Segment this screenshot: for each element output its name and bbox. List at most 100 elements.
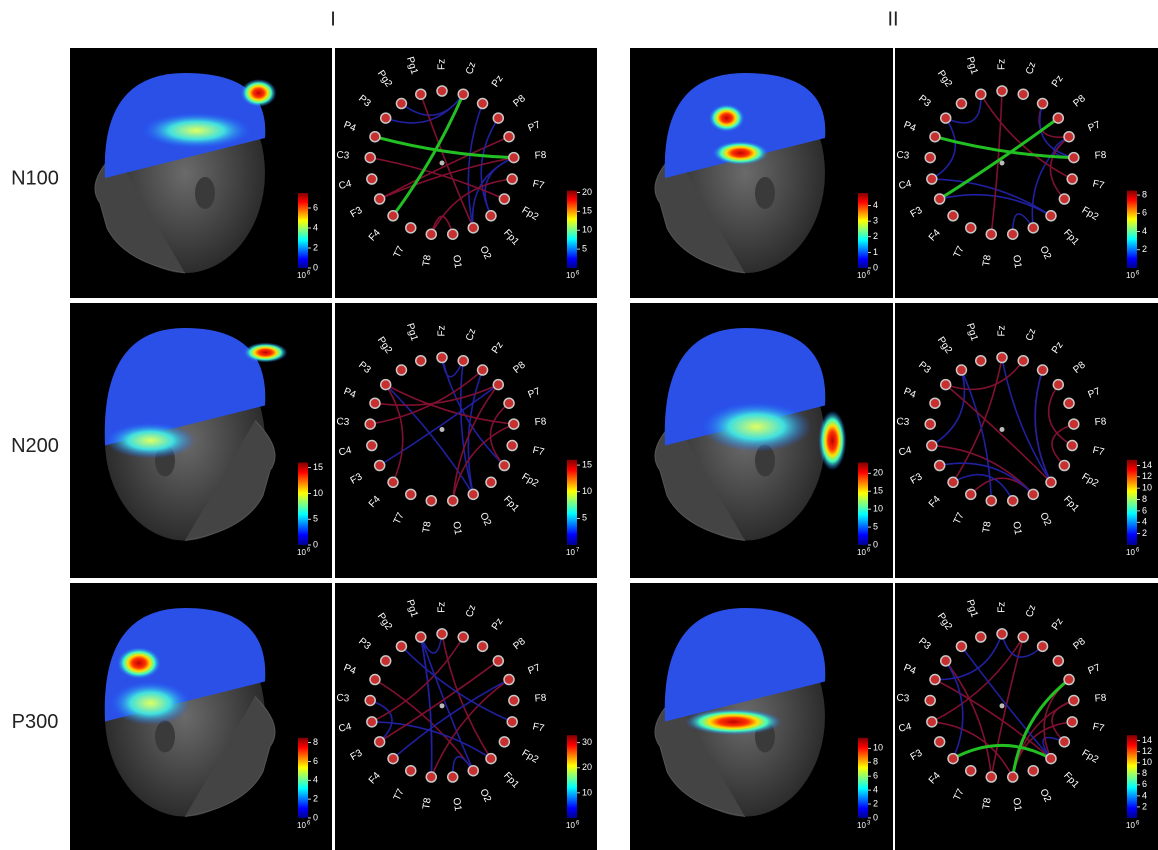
colorbar [567,191,577,269]
column-header: II [887,8,898,30]
electrode-node [448,229,458,239]
electrode-node [406,766,416,776]
colorbar-tick-label: 2 [1142,244,1147,254]
colorbar-tick-label: 8 [313,737,318,747]
electrode-label: F8 [1094,150,1107,162]
electrode-node [1018,632,1028,642]
electrode-node [1046,211,1056,221]
colorbar-tick-label: 2 [873,231,878,241]
scalp-blob [709,104,745,132]
colorbar-tick-label: 5 [582,513,587,523]
colorbar-tick-label: 10 [582,225,592,235]
colorbar-tick-label: 15 [313,462,323,472]
colorbar-tick-label: 0 [873,539,878,549]
ear [155,721,175,753]
electrode-node [925,695,935,705]
colorbar-tick-label: 10 [582,787,592,797]
electrode-node [927,717,937,727]
electrode-node [1064,675,1074,685]
colorbar-tick-label: 4 [1142,517,1147,527]
colorbar-tick-label: 6 [313,756,318,766]
electrode-node [1028,223,1038,233]
colorbar-tick-label: 2 [313,242,318,252]
electrode-node [1069,153,1079,163]
electrode-node [478,365,488,375]
electrode-node [1069,419,1079,429]
electrode-node [948,754,958,764]
electrode-node [448,496,458,506]
electrode-node [976,89,986,99]
colorbar-tick-label: 4 [1142,226,1147,236]
electrode-node [1064,398,1074,408]
electrode-label: O1 [1010,254,1023,269]
electrode-node [468,489,478,499]
electrode-node [426,496,436,506]
electrode-node [930,132,940,142]
electrode-label: C3 [896,693,910,705]
colorbar-tick-label: 6 [873,771,878,781]
colorbar [858,738,868,818]
colorbar-scale-base: 10 [1126,548,1135,557]
colorbar-tick-label: 6 [1142,208,1147,218]
scalp-blob [106,423,196,459]
electrode-node [416,89,426,99]
electrode-node [458,632,468,642]
colorbar-tick-label: 5 [313,514,318,524]
row-label: P300 [12,711,59,733]
electrode-node [375,461,385,471]
colorbar-tick-label: 0 [873,262,878,272]
colorbar-tick-label: 6 [1142,505,1147,515]
electrode-label: T8 [981,520,994,534]
colorbar-scale-base: 10 [297,548,306,557]
electrode-node [437,629,447,639]
electrode-node [396,641,406,651]
colorbar-tick-label: 0 [873,812,878,822]
colorbar-tick-label: 5 [582,243,587,253]
electrode-node [504,398,514,408]
electrode-label: C3 [896,150,910,162]
circle-panel [335,583,597,850]
electrode-label: T8 [421,520,434,534]
electrode-node [499,737,509,747]
electrode-node [986,496,996,506]
center-dot [440,161,445,166]
electrode-label: Fz [437,59,448,70]
electrode-node [478,641,488,651]
electrode-label: T8 [421,254,434,268]
colorbar-tick-label: 2 [1142,528,1147,538]
electrode-node [507,441,517,451]
colorbar [1127,460,1137,545]
scalp-blob [818,411,846,471]
electrode-node [381,380,391,390]
center-dot [440,703,445,708]
colorbar-tick-label: 6 [1142,779,1147,789]
electrode-node [1067,717,1077,727]
electrode-node [448,772,458,782]
electrode-node [426,772,436,782]
colorbar-tick-label: 1 [873,247,878,257]
electrode-label: F8 [1094,416,1107,428]
electrode-node [976,356,986,366]
electrode-label: Fz [997,602,1008,613]
figure: I II N1000246106FzCzPzP8P7F8F7Fp2Fp1O2O1… [0,0,1158,850]
colorbar-tick-label: 3 [873,216,878,226]
electrode-label: F8 [534,150,547,162]
electrode-node [367,174,377,184]
electrode-node [381,656,391,666]
electrode-node [948,211,958,221]
electrode-node [367,717,377,727]
electrode-node [388,477,398,487]
electrode-node [365,695,375,705]
colorbar-tick-label: 15 [582,206,592,216]
electrode-node [941,113,951,123]
electrode-label: O1 [1010,521,1023,536]
row-label: N100 [11,167,59,189]
colorbar-tick-label: 6 [313,202,318,212]
colorbar-scale-base: 10 [566,821,575,830]
electrode-node [927,441,937,451]
colorbar [567,460,577,545]
electrode-label: Fz [997,59,1008,70]
colorbar-tick-label: 10 [582,486,592,496]
electrode-node [948,477,958,487]
electrode-node [437,353,447,363]
